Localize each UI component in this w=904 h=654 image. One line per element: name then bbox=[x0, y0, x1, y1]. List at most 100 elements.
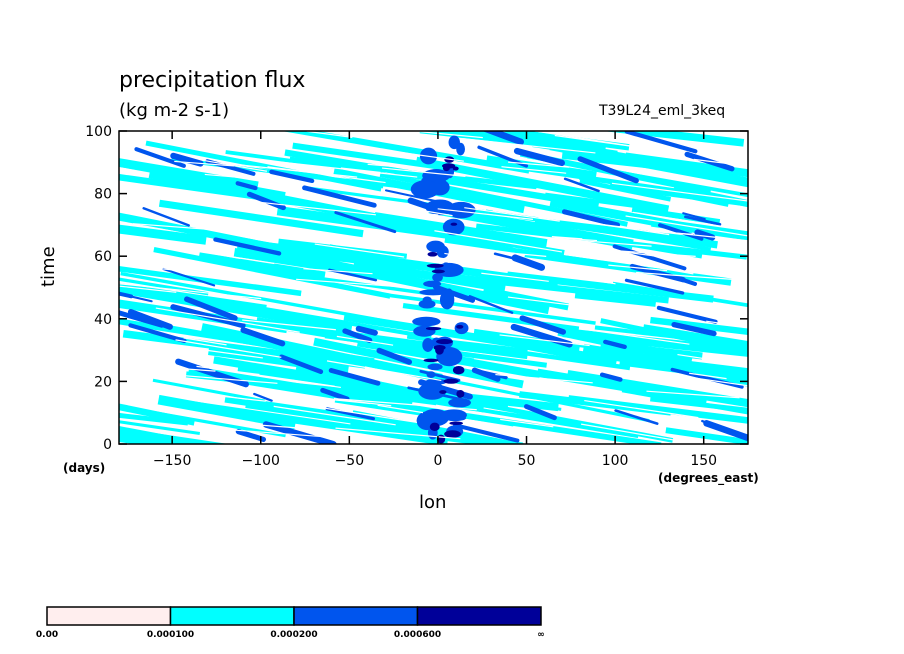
precip-streak-light bbox=[333, 382, 438, 406]
y-tick-label: 100 bbox=[85, 124, 112, 140]
precip-core-heavy bbox=[456, 389, 465, 398]
precip-streak-medium bbox=[127, 309, 173, 330]
precip-streak-medium bbox=[453, 423, 520, 443]
x-tick-label: 150 bbox=[690, 453, 717, 469]
precip-streak-medium bbox=[684, 215, 722, 226]
precip-streak-light bbox=[119, 413, 247, 444]
field-gap-line bbox=[292, 379, 341, 389]
precip-streak-medium bbox=[658, 223, 704, 241]
precip-core-medium bbox=[440, 409, 467, 421]
precip-streak-medium bbox=[175, 358, 249, 388]
field-gap-line bbox=[378, 202, 453, 217]
precip-streak-medium bbox=[142, 207, 190, 227]
precip-streak-medium bbox=[170, 304, 246, 329]
precip-streak-medium bbox=[671, 321, 717, 337]
field-gap-line bbox=[357, 242, 426, 254]
precip-streak-light bbox=[650, 396, 748, 419]
field-gap-line bbox=[543, 237, 652, 247]
precip-core-heavy bbox=[441, 163, 456, 169]
field-gap-line bbox=[198, 214, 263, 226]
field-gap-line bbox=[146, 266, 208, 274]
field-gap-line bbox=[444, 252, 509, 265]
precip-streak-medium bbox=[561, 209, 621, 228]
field-gap-line bbox=[611, 249, 700, 263]
precip-streak-medium bbox=[513, 147, 565, 167]
field-gap-line bbox=[689, 372, 727, 380]
field-gap-line bbox=[508, 376, 635, 398]
precip-core-medium bbox=[422, 296, 432, 304]
field-gap-line bbox=[537, 131, 665, 148]
y-axis-unit: (days) bbox=[63, 461, 106, 475]
field-gap-line bbox=[174, 160, 234, 167]
field-gap-line bbox=[554, 236, 598, 242]
precip-streak-light bbox=[536, 218, 685, 245]
precip-streak-medium bbox=[320, 387, 350, 402]
precip-streak-light bbox=[225, 150, 342, 170]
y-tick-label: 20 bbox=[94, 374, 112, 390]
precip-core-heavy bbox=[449, 421, 464, 426]
x-tick-label: −150 bbox=[153, 453, 191, 469]
precip-streak-light bbox=[650, 316, 748, 344]
plot-frame bbox=[118, 130, 749, 445]
precip-streak-medium bbox=[240, 327, 286, 347]
precip-streak-medium bbox=[523, 404, 557, 421]
precip-core-heavy bbox=[439, 390, 447, 395]
field-gap-line bbox=[255, 201, 376, 216]
field-gap-line bbox=[528, 269, 616, 285]
precip-core-medium bbox=[426, 371, 436, 379]
precip-streak-light bbox=[238, 258, 326, 282]
colorbar-label: 0.000100 bbox=[147, 630, 194, 640]
field-gap-line bbox=[632, 211, 748, 236]
x-tick-label: 100 bbox=[602, 453, 629, 469]
precip-core-medium bbox=[412, 316, 441, 327]
field-gap-line bbox=[636, 271, 737, 281]
precip-streak-light bbox=[152, 378, 265, 403]
precip-core-medium bbox=[419, 289, 447, 296]
precip-streak-light bbox=[177, 292, 432, 340]
field-gap-line bbox=[437, 208, 534, 220]
precip-streak-medium bbox=[511, 254, 546, 271]
field-gap-line bbox=[481, 272, 549, 282]
colorbar-label: 0.00 bbox=[36, 630, 58, 640]
precip-streak-medium bbox=[279, 354, 324, 375]
field-gap-line bbox=[175, 339, 282, 358]
precip-streak-medium bbox=[269, 169, 315, 184]
precip-streak-medium bbox=[656, 305, 718, 324]
field-gap-line bbox=[303, 268, 373, 275]
precip-streak-medium bbox=[472, 368, 508, 380]
field-gap-line bbox=[501, 166, 567, 174]
y-tick-label: 80 bbox=[94, 187, 112, 203]
field-gap-line bbox=[373, 238, 408, 246]
precip-streak-light bbox=[119, 149, 286, 198]
precip-streak-medium bbox=[614, 409, 659, 425]
precip-streak-light bbox=[625, 152, 748, 188]
precip-streak-light bbox=[424, 374, 650, 423]
precip-streak-medium bbox=[493, 252, 515, 260]
field-gap-line bbox=[464, 207, 560, 222]
precip-core-medium bbox=[422, 337, 434, 352]
field-gap-line bbox=[119, 283, 177, 293]
field-gap-line bbox=[229, 163, 358, 178]
precip-core-medium bbox=[442, 218, 465, 236]
field-gap-line bbox=[462, 137, 596, 154]
precip-streak-light bbox=[619, 359, 748, 396]
precip-streak-light bbox=[545, 192, 656, 211]
precip-streak-medium bbox=[376, 347, 413, 365]
precip-core-heavy bbox=[433, 344, 446, 351]
precip-streak-light bbox=[385, 293, 596, 325]
field-gap-line bbox=[582, 328, 690, 345]
precip-streak-medium bbox=[599, 372, 623, 382]
field-gap-line bbox=[508, 161, 570, 168]
field-gap-line bbox=[688, 376, 748, 395]
colorbar-swatch bbox=[169, 606, 295, 626]
field-gap-line bbox=[261, 424, 334, 432]
precip-core-heavy bbox=[425, 326, 442, 331]
precip-streak-medium bbox=[162, 267, 216, 287]
precip-streak-light bbox=[119, 283, 353, 334]
field-gap-line bbox=[646, 390, 740, 399]
colorbar-label: ∞ bbox=[537, 630, 545, 640]
precip-streak-light bbox=[642, 324, 748, 360]
precip-core-medium bbox=[427, 363, 443, 371]
field-gap-line bbox=[581, 423, 699, 444]
